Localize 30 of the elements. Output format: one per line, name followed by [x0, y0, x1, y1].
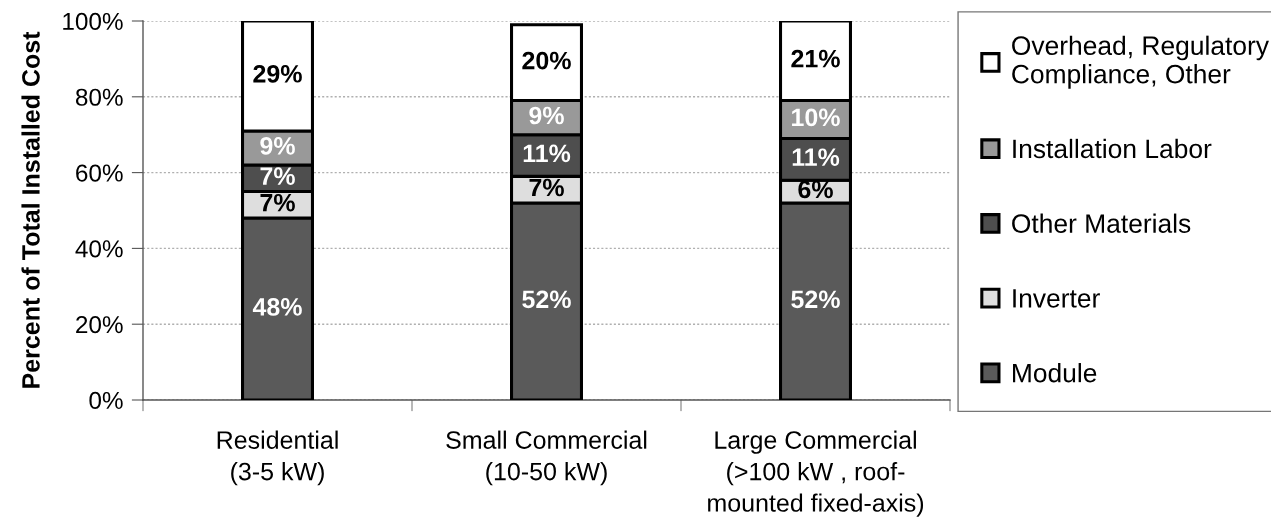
legend-label: Installation Labor	[1013, 138, 1212, 159]
data-label: 21%	[791, 49, 840, 68]
y-tick-label: 80%	[75, 88, 123, 106]
data-label: 9%	[260, 136, 295, 155]
data-label: 7%	[260, 193, 295, 212]
legend-label: Module	[1013, 363, 1097, 383]
y-tick-label: 20%	[76, 316, 123, 334]
data-label: 52%	[791, 290, 840, 309]
x-tick-label: Residential (3-5 kW)	[217, 430, 338, 486]
legend-label: Inverter	[1013, 289, 1100, 308]
data-label: 29%	[253, 64, 302, 83]
x-tick-label: Small Commercial (10-50 kW)	[446, 430, 647, 486]
y-tick-label: 40%	[75, 240, 123, 258]
data-label: 20%	[522, 51, 571, 70]
data-label: 11%	[792, 148, 840, 166]
y-tick-label: 0%	[89, 391, 123, 410]
data-label: 7%	[529, 178, 564, 197]
data-label: 11%	[523, 144, 571, 163]
legend-label: Other Materials	[1012, 213, 1191, 233]
x-tick-label: Large Commercial (>100 kW , roof- mounted fixed-axis)	[708, 430, 924, 517]
y-tick-label: 60%	[76, 164, 123, 182]
data-label: 6%	[798, 180, 833, 199]
data-label: 10%	[792, 108, 840, 127]
data-label: 9%	[529, 106, 564, 125]
data-label: 7%	[260, 167, 295, 185]
legend-label: Overhead, Regulatory Compliance, Other	[1012, 35, 1269, 89]
y-axis-title: Percent of Total Installed Cost	[21, 31, 40, 388]
y-tick-label: 100%	[63, 12, 123, 31]
data-label: 52%	[522, 290, 571, 309]
data-label: 48%	[252, 298, 302, 316]
